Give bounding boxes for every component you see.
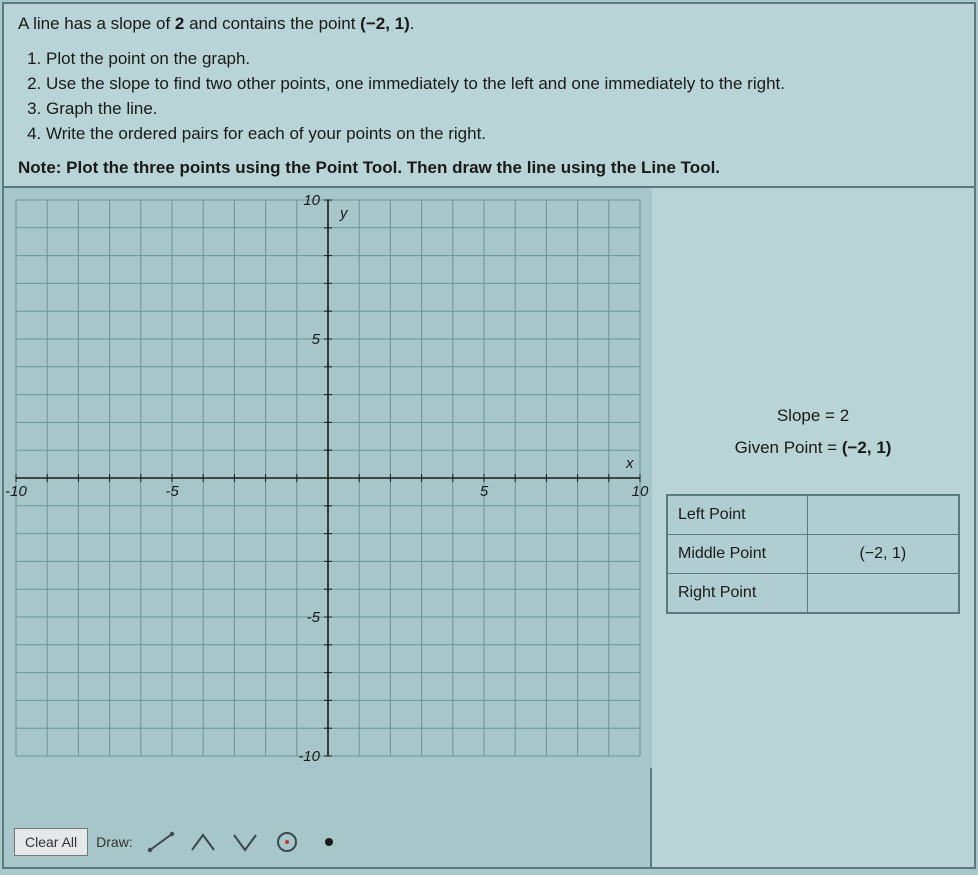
svg-text:-10: -10 [5, 483, 27, 500]
step-item: Use the slope to find two other points, … [46, 73, 960, 96]
info-block: Slope = 2 Given Point = (−2, 1) [666, 406, 960, 470]
svg-text:5: 5 [480, 483, 489, 500]
intro-mid: and contains the point [184, 14, 360, 33]
circle-tool-icon[interactable] [269, 827, 305, 857]
svg-text:10: 10 [632, 483, 649, 500]
svg-text:-10: -10 [298, 748, 320, 765]
coordinate-grid[interactable]: -10-5510-10-5510xy [4, 188, 652, 768]
graph-area[interactable]: -10-5510-10-5510xy [4, 188, 650, 821]
svg-text:-5: -5 [307, 609, 321, 626]
middle-point-label: Middle Point [667, 534, 807, 573]
side-panel: Slope = 2 Given Point = (−2, 1) Left Poi… [652, 188, 974, 867]
angle-tool-icon[interactable] [227, 827, 263, 857]
problem-frame: A line has a slope of 2 and contains the… [2, 2, 976, 869]
draw-label: Draw: [96, 834, 133, 850]
table-row: Middle Point (−2, 1) [667, 534, 959, 573]
svg-text:10: 10 [303, 192, 320, 209]
svg-text:5: 5 [312, 331, 321, 348]
draw-toolbar: Clear All Draw: [4, 821, 650, 867]
note-line: Note: Plot the three points using the Po… [18, 158, 960, 178]
line-tool-icon[interactable] [143, 827, 179, 857]
right-point-input[interactable] [807, 573, 959, 613]
left-point-input[interactable] [807, 495, 959, 535]
step-item: Graph the line. [46, 98, 960, 121]
left-point-label: Left Point [667, 495, 807, 535]
intro-line: A line has a slope of 2 and contains the… [18, 14, 960, 34]
slope-value: 2 [840, 406, 849, 425]
given-point-label: Given Point = [735, 438, 842, 457]
graph-panel: -10-5510-10-5510xy Clear All Draw: [4, 188, 652, 867]
intro-text: A line has a slope of [18, 14, 175, 33]
table-row: Right Point [667, 573, 959, 613]
intro-suffix: . [410, 14, 415, 33]
middle-point-input[interactable]: (−2, 1) [807, 534, 959, 573]
steps-list: Plot the point on the graph. Use the slo… [46, 48, 960, 146]
given-point-value: (−2, 1) [842, 438, 892, 457]
svg-text:x: x [625, 455, 634, 472]
points-table: Left Point Middle Point (−2, 1) Right Po… [666, 494, 960, 614]
svg-text:-5: -5 [165, 483, 179, 500]
clear-all-button[interactable]: Clear All [14, 828, 88, 856]
main-row: -10-5510-10-5510xy Clear All Draw: [4, 188, 974, 867]
slope-inline: 2 [175, 14, 184, 33]
step-item: Plot the point on the graph. [46, 48, 960, 71]
slope-row: Slope = 2 [666, 406, 960, 426]
point-inline: (−2, 1) [360, 14, 410, 33]
table-row: Left Point [667, 495, 959, 535]
given-point-row: Given Point = (−2, 1) [666, 438, 960, 458]
step-item: Write the ordered pairs for each of your… [46, 123, 960, 146]
open-polyline-tool-icon[interactable] [185, 827, 221, 857]
slope-label: Slope = [777, 406, 840, 425]
instructions-block: A line has a slope of 2 and contains the… [4, 4, 974, 188]
point-tool-icon[interactable] [311, 827, 347, 857]
right-point-label: Right Point [667, 573, 807, 613]
